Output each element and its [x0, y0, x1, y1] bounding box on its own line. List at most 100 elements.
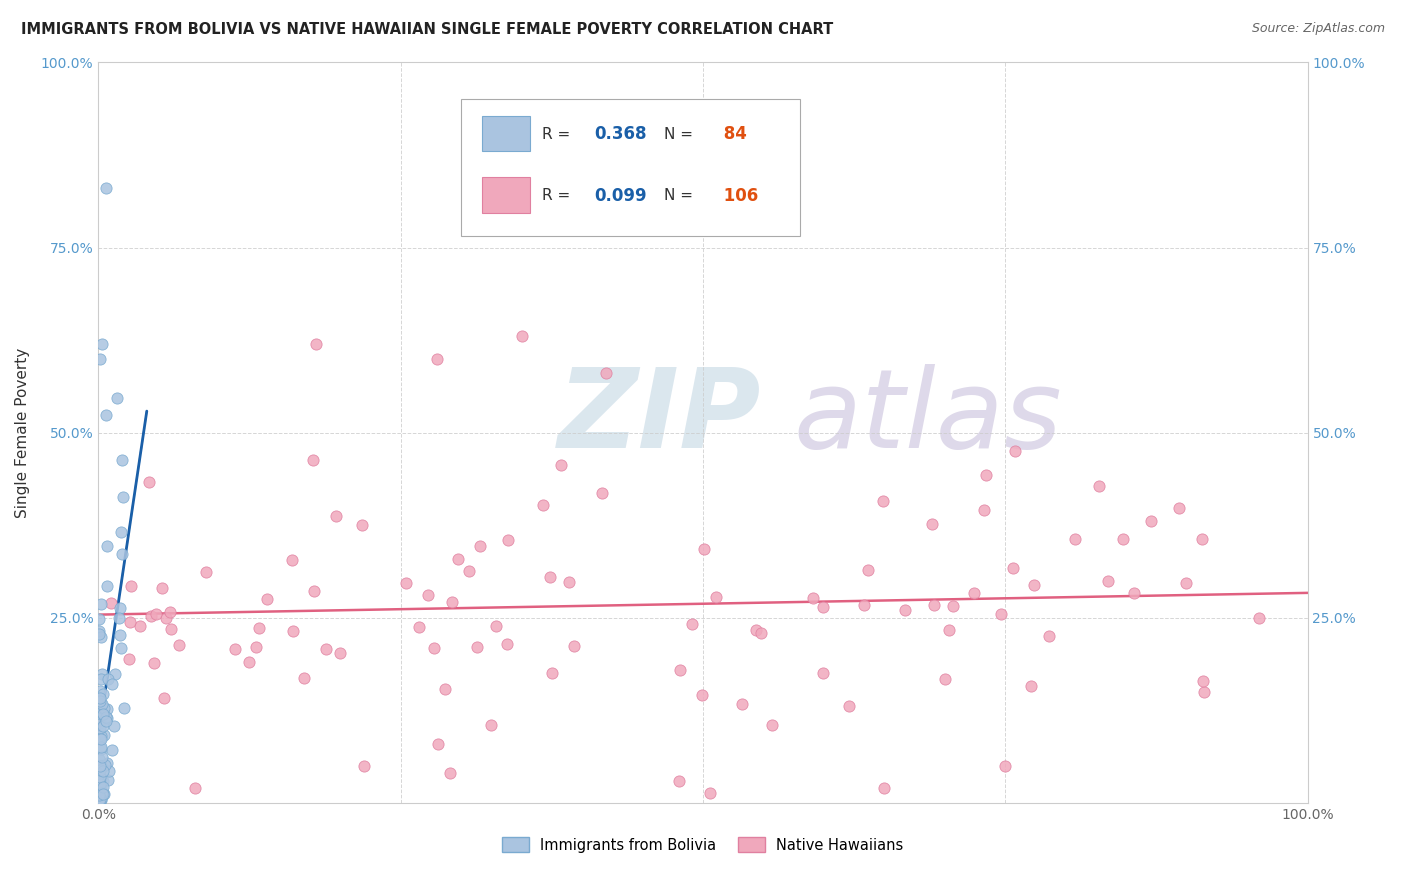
Point [91, 336, 114, 351]
Point [169, 638, 191, 652]
Point [281, 624, 304, 638]
Point [150, 581, 173, 595]
Point [118, 615, 141, 629]
Point [1111, 532, 1133, 546]
Point [89, 761, 111, 775]
Point [1192, 684, 1215, 698]
Point [90, 732, 112, 747]
Point [1097, 574, 1119, 589]
Point [89, 773, 111, 788]
Text: atlas: atlas [793, 364, 1063, 471]
Point [89, 759, 111, 773]
Point [749, 626, 772, 640]
Point [1004, 443, 1026, 458]
Point [96, 701, 118, 715]
Point [103, 719, 125, 733]
Point [90, 630, 112, 644]
Point [858, 564, 880, 578]
Point [90, 771, 112, 785]
Point [96, 579, 118, 593]
Point [1168, 501, 1191, 516]
Point [89, 763, 111, 777]
Point [538, 569, 561, 583]
Point [89, 351, 111, 366]
Point [745, 624, 768, 638]
Point [87, 774, 110, 789]
Point [89, 787, 111, 801]
Point [329, 646, 352, 660]
Point [90, 729, 112, 743]
Point [440, 595, 463, 609]
Point [89, 700, 111, 714]
Point [89, 793, 111, 807]
Point [872, 493, 894, 508]
Point [87, 624, 110, 638]
Point [93, 701, 115, 715]
Point [990, 607, 1012, 622]
Point [90, 759, 112, 773]
Point [105, 391, 128, 405]
Point [238, 655, 260, 669]
Text: IMMIGRANTS FROM BOLIVIA VS NATIVE HAWAIIAN SINGLE FEMALE POVERTY CORRELATION CHA: IMMIGRANTS FROM BOLIVIA VS NATIVE HAWAII… [21, 22, 834, 37]
Point [143, 656, 166, 670]
Point [90, 740, 112, 755]
Point [1064, 533, 1087, 547]
Point [811, 666, 834, 681]
Point [96, 711, 118, 725]
Point [668, 663, 690, 677]
Point [801, 591, 824, 606]
Point [281, 553, 304, 567]
Point [302, 583, 325, 598]
Point [91, 749, 114, 764]
Point [111, 452, 134, 467]
Point [87, 611, 110, 625]
Point [761, 718, 783, 732]
Point [110, 525, 132, 540]
Point [118, 651, 141, 665]
Point [100, 596, 122, 610]
Point [973, 503, 995, 517]
Point [325, 508, 347, 523]
Point [434, 682, 457, 697]
Point [256, 592, 278, 607]
Point [129, 619, 152, 633]
Point [108, 628, 131, 642]
Point [96, 539, 118, 553]
Text: N =: N = [664, 188, 693, 203]
Point [974, 467, 997, 482]
Point [245, 640, 267, 654]
Point [101, 742, 124, 756]
Point [91, 780, 114, 795]
Point [90, 780, 112, 794]
Point [97, 672, 120, 686]
Point [924, 598, 946, 612]
Point [145, 607, 167, 621]
Point [247, 622, 270, 636]
Point [101, 677, 124, 691]
Point [91, 788, 114, 802]
Point [1038, 629, 1060, 643]
Point [120, 578, 142, 592]
Point [98, 764, 121, 778]
Point [811, 599, 834, 614]
Point [159, 605, 181, 619]
Point [446, 552, 468, 566]
Point [111, 490, 134, 504]
Point [1122, 586, 1144, 600]
Text: 0.368: 0.368 [595, 125, 647, 144]
Point [852, 598, 875, 612]
Point [87, 752, 110, 766]
Point [934, 672, 956, 686]
Point [315, 642, 337, 657]
Point [91, 706, 114, 721]
Text: 84: 84 [717, 125, 747, 144]
Point [408, 620, 430, 634]
Point [496, 636, 519, 650]
Point [457, 564, 479, 578]
Point [510, 329, 533, 343]
Point [1140, 514, 1163, 528]
Text: 0.099: 0.099 [595, 186, 647, 204]
Point [963, 586, 986, 600]
Point [595, 367, 617, 381]
Point [1175, 576, 1198, 591]
